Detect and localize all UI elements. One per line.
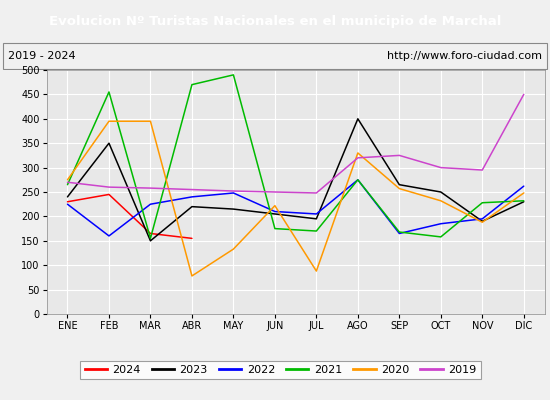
- Text: Evolucion Nº Turistas Nacionales en el municipio de Marchal: Evolucion Nº Turistas Nacionales en el m…: [49, 14, 501, 28]
- Text: 2019 - 2024: 2019 - 2024: [8, 51, 76, 61]
- Legend: 2024, 2023, 2022, 2021, 2020, 2019: 2024, 2023, 2022, 2021, 2020, 2019: [80, 360, 481, 380]
- FancyBboxPatch shape: [3, 43, 547, 69]
- Text: http://www.foro-ciudad.com: http://www.foro-ciudad.com: [387, 51, 542, 61]
